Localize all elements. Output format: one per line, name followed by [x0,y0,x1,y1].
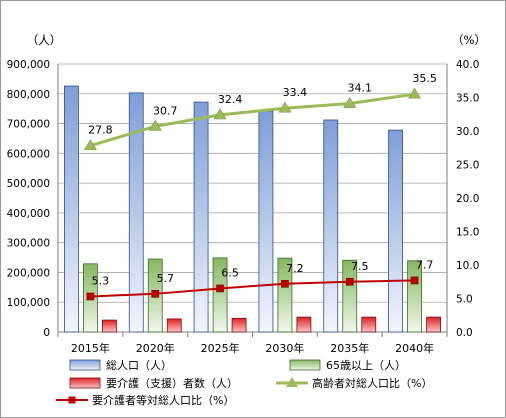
elderly-ratio-marker [148,119,162,131]
care-ratio-marker [410,276,419,285]
y-right-tick-label: 35.0 [456,93,479,105]
care-ratio-marker [281,279,289,288]
elderly-ratio-marker [343,96,357,108]
y-right-tick-label: 25.0 [456,160,479,172]
care-ratio-data-label: 5.3 [92,274,110,287]
care-needed-bar [426,316,441,333]
y-left-tick-label: 700,000 [7,119,50,131]
x-category-label: 2015年 [71,341,110,355]
care-ratio-data-label: 5.7 [157,272,175,285]
y-right-tick-label: 15.0 [456,227,479,239]
elderly-ratio-data-label: 32.4 [218,93,243,106]
elderly-ratio-data-label: 30.7 [153,104,178,117]
y-right-tick-label: 40.0 [456,59,479,71]
y-right-tick-label: 20.0 [456,193,479,205]
elderly-ratio-data-label: 27.8 [88,124,113,137]
y-left-tick-label: 300,000 [7,238,50,250]
x-category-label: 2025年 [201,341,240,355]
y-left-tick-label: 100,000 [7,297,50,309]
y-right-tick-label: 30.0 [456,126,479,138]
x-category-label: 2030年 [265,341,304,355]
legend-care-ratio-marker [68,396,76,404]
elderly-ratio-marker [83,139,97,151]
care-ratio-marker [216,284,224,293]
y-left-tick-label: 600,000 [7,148,50,160]
x-category-label: 2035年 [330,341,369,355]
total-population-bar [388,129,403,333]
elderly-ratio-marker [213,108,227,120]
care-ratio-data-label: 7.2 [286,262,304,275]
legend-aged-65-plus-label: 65歳以上（人） [326,359,406,372]
y-left-tick-label: 500,000 [7,178,50,190]
aged-65-plus-bar [277,257,293,333]
care-needed-bar [296,316,312,333]
elderly-ratio-data-label: 33.4 [283,86,308,99]
y-left-tick-label: 900,000 [7,59,50,71]
legend-total-population-swatch [69,359,101,371]
y-left-tick-label: 800,000 [7,89,50,101]
care-needed-bar [102,319,117,333]
x-category-label: 2040年 [395,341,434,355]
care-needed-bar [166,318,182,333]
y-left-tick-label: 200,000 [7,267,50,279]
elderly-ratio-data-label: 35.5 [412,72,437,85]
elderly-ratio-line [89,92,415,148]
aged-65-plus-bar [212,257,228,333]
aged-65-plus-bar [407,260,422,333]
x-category-label: 2020年 [136,341,175,355]
elderly-ratio-marker [278,101,292,113]
legend-care-ratio-label: 要介護者等対総人口比（%） [92,393,234,407]
elderly-ratio-data-label: 34.1 [348,82,373,95]
total-population-bar [323,119,339,333]
y-right-tick-label: 10.0 [456,260,479,272]
total-population-bar [193,101,209,333]
y-right-tick-label: 0.0 [456,327,473,339]
total-population-bar [128,92,144,333]
y-right-unit-label: （%） [452,33,486,47]
care-ratio-marker [86,292,95,301]
total-population-bar [258,110,274,333]
care-needed-bar [231,317,247,333]
legend-aged-65-plus-swatch [289,359,321,371]
care-ratio-line [90,279,415,298]
care-ratio-marker [345,277,354,286]
care-needed-bar [361,316,377,333]
care-ratio-data-label: 7.7 [416,258,434,271]
care-ratio-data-label: 6.5 [221,266,239,279]
elderly-ratio-marker [408,87,422,99]
legend-elderly-ratio-marker [286,377,298,387]
y-left-tick-label: 0 [43,327,50,339]
care-ratio-data-label: 7.5 [351,260,369,273]
y-left-tick-label: 400,000 [7,208,50,220]
y-left-unit-label: （人） [27,33,62,47]
care-ratio-marker [151,290,160,298]
legend-care-needed-label: 要介護（支援）者数（人） [106,376,238,390]
total-population-bar [64,85,79,333]
legend-total-population-label: 総人口（人） [106,358,172,372]
legend-elderly-ratio-label: 高齢者対総人口比（%） [312,376,432,390]
y-right-tick-label: 5.0 [456,294,473,306]
legend-care-needed-swatch [69,377,101,389]
